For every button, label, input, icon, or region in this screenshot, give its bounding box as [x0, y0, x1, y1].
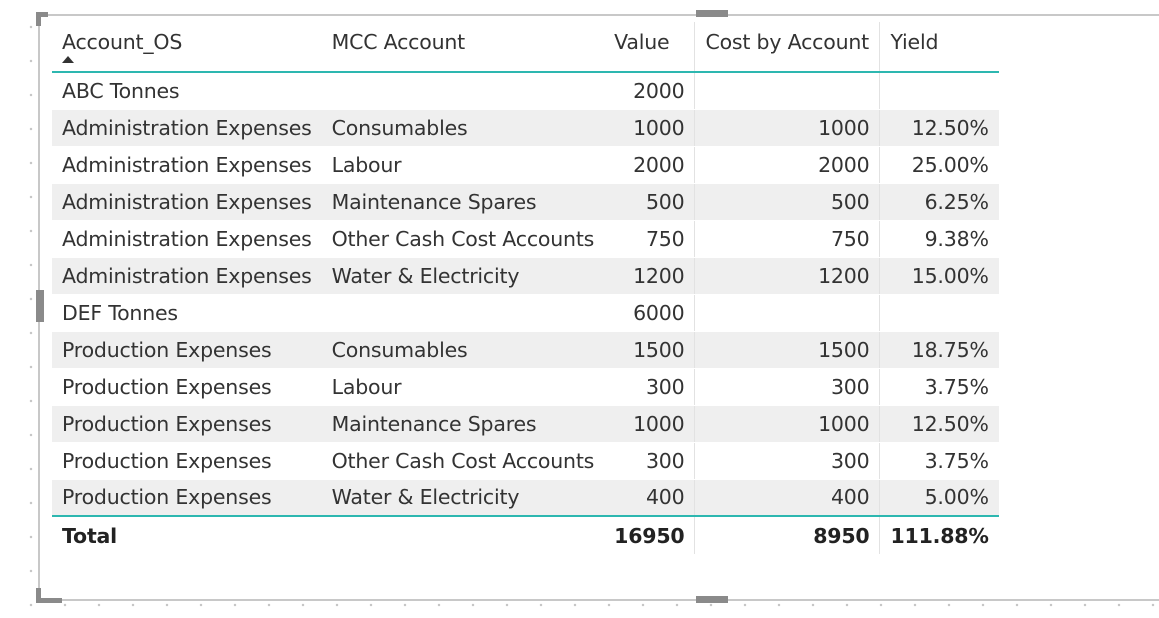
- yield-cell: 12.50%: [879, 405, 999, 443]
- table-row[interactable]: Administration Expenses Labour 2000 2000 25.…: [52, 146, 999, 184]
- cost-by-account-cell: 500: [694, 183, 880, 221]
- yield-cell: [879, 72, 999, 110]
- account-os-cell: Production Expenses: [52, 405, 322, 443]
- mcc-account-cell: [321, 294, 605, 332]
- column-header-label: Value: [614, 30, 670, 54]
- mcc-account-cell: Consumables: [321, 331, 605, 369]
- cost-by-account-cell: 400: [694, 479, 880, 517]
- column-header-yield[interactable]: Yield: [879, 22, 999, 73]
- yield-cell: 9.38%: [879, 220, 999, 258]
- table-row[interactable]: Production Expenses Water & Electricity 40…: [52, 479, 999, 517]
- table-row[interactable]: Production Expenses Maintenance Spares 100…: [52, 405, 999, 443]
- cost-by-account-cell: 750: [694, 220, 880, 258]
- total-value-cell: 16950: [604, 515, 695, 554]
- table-row[interactable]: Administration Expenses Other Cash Cost A…: [52, 220, 999, 258]
- yield-cell: 3.75%: [879, 442, 999, 480]
- cost-by-account-cell: 1000: [694, 109, 880, 147]
- account-os-cell: Production Expenses: [52, 331, 322, 369]
- column-header-label: MCC Account: [331, 30, 466, 54]
- table-row[interactable]: Administration Expenses Water & Electrici…: [52, 257, 999, 295]
- account-os-cell: Administration Expenses: [52, 109, 322, 147]
- column-header-cost-by-account[interactable]: Cost by Account: [694, 22, 880, 73]
- table-row[interactable]: ABC Tonnes 2000: [52, 72, 999, 110]
- value-cell: 500: [604, 183, 695, 221]
- resize-handle-left[interactable]: [36, 290, 44, 322]
- total-cost-cell: 8950: [694, 515, 880, 554]
- column-header-label: Cost by Account: [705, 30, 869, 54]
- value-cell: 300: [604, 368, 695, 406]
- account-os-cell: Production Expenses: [52, 442, 322, 480]
- yield-cell: 25.00%: [879, 146, 999, 184]
- value-cell: 300: [604, 442, 695, 480]
- value-cell: 6000: [604, 294, 695, 332]
- account-os-cell: DEF Tonnes: [52, 294, 322, 332]
- resize-handle-bottom-left[interactable]: [36, 598, 62, 603]
- value-cell: 1500: [604, 331, 695, 369]
- column-header-value[interactable]: Value: [604, 22, 695, 73]
- mcc-account-cell: Labour: [321, 368, 605, 406]
- cost-by-account-cell: 1000: [694, 405, 880, 443]
- table-row[interactable]: DEF Tonnes 6000: [52, 294, 999, 332]
- yield-cell: [879, 294, 999, 332]
- table-row[interactable]: Production Expenses Other Cash Cost Accou…: [52, 442, 999, 480]
- total-cell: [321, 515, 605, 554]
- yield-cell: 3.75%: [879, 368, 999, 406]
- mcc-account-cell: Maintenance Spares: [321, 405, 605, 443]
- yield-cell: 6.25%: [879, 183, 999, 221]
- mcc-account-cell: Maintenance Spares: [321, 183, 605, 221]
- cost-by-account-cell: [694, 72, 880, 110]
- table-header-row: Account_OS MCC Account Value Cost by Acc…: [52, 22, 999, 73]
- cost-by-account-cell: 1200: [694, 257, 880, 295]
- mcc-account-cell: Consumables: [321, 109, 605, 147]
- mcc-account-cell: Labour: [321, 146, 605, 184]
- table-row[interactable]: Production Expenses Labour 300 300 3.75%: [52, 368, 999, 406]
- account-os-cell: ABC Tonnes: [52, 72, 322, 110]
- account-os-cell: Production Expenses: [52, 479, 322, 517]
- resize-handle-top-left[interactable]: [36, 12, 48, 17]
- cost-by-account-cell: 1500: [694, 331, 880, 369]
- value-cell: 1200: [604, 257, 695, 295]
- column-header-account-os[interactable]: Account_OS: [52, 22, 322, 73]
- column-header-label: Yield: [890, 30, 939, 54]
- cost-by-account-cell: 300: [694, 368, 880, 406]
- table-row[interactable]: Production Expenses Consumables 1500 1500 18…: [52, 331, 999, 369]
- value-cell: 2000: [604, 72, 695, 110]
- value-cell: 1000: [604, 109, 695, 147]
- value-cell: 2000: [604, 146, 695, 184]
- resize-handle-top-left-vertical[interactable]: [36, 12, 41, 26]
- data-table: Account_OS MCC Account Value Cost by Acc…: [52, 22, 999, 554]
- mcc-account-cell: Other Cash Cost Accounts: [321, 442, 605, 480]
- mcc-account-cell: [321, 72, 605, 110]
- table-row[interactable]: Administration Expenses Consumables 1000 10…: [52, 109, 999, 147]
- column-header-mcc-account[interactable]: MCC Account: [321, 22, 605, 73]
- mcc-account-cell: Other Cash Cost Accounts: [321, 220, 605, 258]
- column-header-label: Account_OS: [62, 30, 183, 54]
- account-os-cell: Administration Expenses: [52, 257, 322, 295]
- value-cell: 750: [604, 220, 695, 258]
- cost-by-account-cell: [694, 294, 880, 332]
- value-cell: 1000: [604, 405, 695, 443]
- account-os-cell: Administration Expenses: [52, 146, 322, 184]
- total-label-cell: Total: [52, 515, 322, 554]
- account-os-cell: Administration Expenses: [52, 220, 322, 258]
- account-os-cell: Production Expenses: [52, 368, 322, 406]
- cost-by-account-cell: 2000: [694, 146, 880, 184]
- table-total-row: Total 16950 8950 111.88%: [52, 515, 999, 554]
- mcc-account-cell: Water & Electricity: [321, 479, 605, 517]
- table-body: ABC Tonnes 2000 Administration Expenses Con…: [52, 72, 999, 517]
- table-row[interactable]: Administration Expenses Maintenance Spare…: [52, 183, 999, 221]
- value-cell: 400: [604, 479, 695, 517]
- yield-cell: 12.50%: [879, 109, 999, 147]
- resize-handle-bottom[interactable]: [696, 596, 728, 603]
- cost-by-account-cell: 300: [694, 442, 880, 480]
- yield-cell: 15.00%: [879, 257, 999, 295]
- sort-ascending-icon[interactable]: [62, 56, 74, 63]
- resize-handle-bottom-left-vertical[interactable]: [36, 588, 41, 603]
- mcc-account-cell: Water & Electricity: [321, 257, 605, 295]
- yield-cell: 5.00%: [879, 479, 999, 517]
- account-os-cell: Administration Expenses: [52, 183, 322, 221]
- yield-cell: 18.75%: [879, 331, 999, 369]
- resize-handle-top[interactable]: [696, 10, 728, 17]
- total-yield-cell: 111.88%: [879, 515, 999, 554]
